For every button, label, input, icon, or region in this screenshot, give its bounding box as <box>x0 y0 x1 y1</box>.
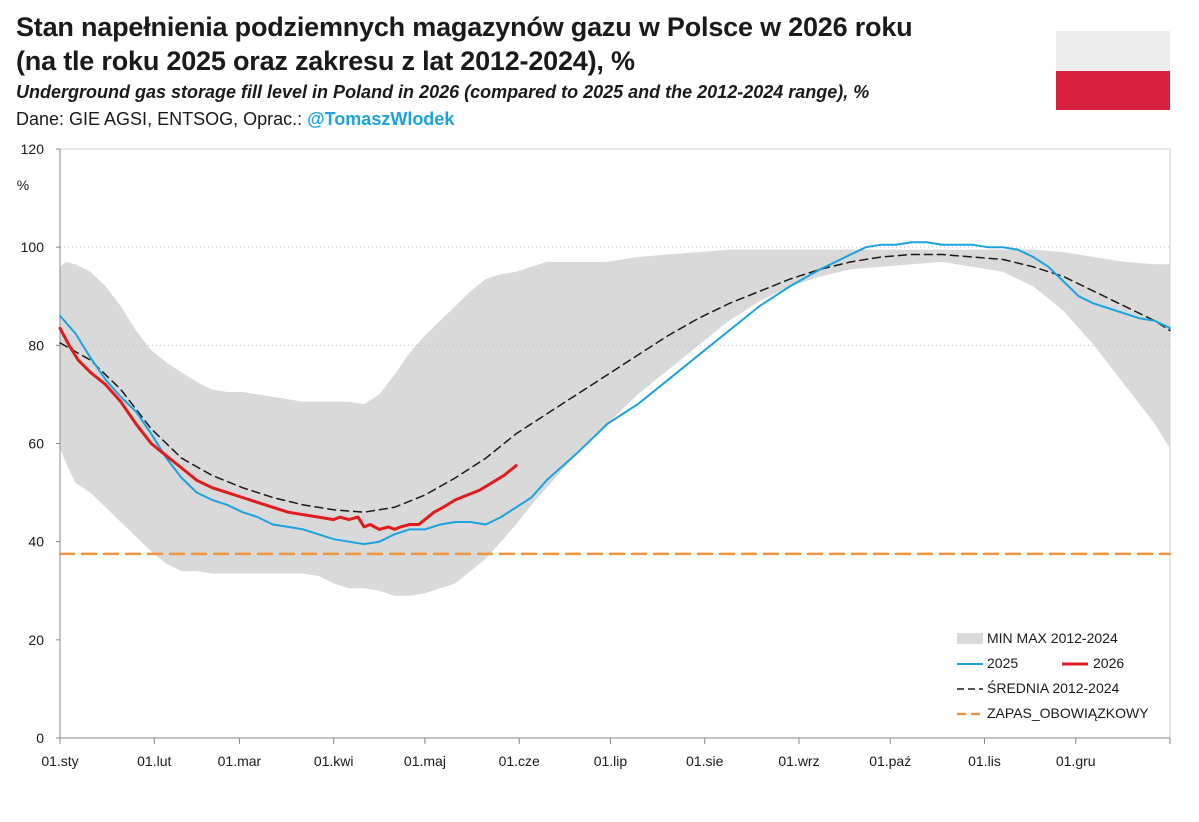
y-axis-unit: % <box>17 177 29 193</box>
x-tick-label: 01.lip <box>594 753 628 769</box>
flag-white-stripe <box>1056 31 1170 71</box>
x-tick-label: 01.sty <box>41 753 78 769</box>
title-line-1: Stan napełnienia podziemnych magazynów g… <box>16 12 913 42</box>
y-tick-label: 100 <box>21 239 45 255</box>
author-handle[interactable]: @TomaszWlodek <box>307 109 455 129</box>
x-tick-label: 01.lut <box>137 753 171 769</box>
x-tick-label: 01.paź <box>869 753 911 769</box>
series-2025-line <box>59 241 1171 546</box>
legend-swatch-band <box>957 633 983 644</box>
legend-item-mandatory: ZAPAS_OBOWIĄZKOWY <box>955 702 1175 727</box>
legend-swatch-2026 <box>1062 662 1088 666</box>
axes-layer <box>56 148 1171 744</box>
source-text: Dane: GIE AGSI, ENTSOG, Oprac.: <box>16 109 308 129</box>
legend: MIN MAX 2012-2024 2025 2026 ŚREDNIA 2012… <box>955 627 1175 727</box>
chart-title: Stan napełnienia podziemnych magazynów g… <box>16 10 913 78</box>
legend-label-2025: 2025 <box>987 655 1019 671</box>
legend-swatch-average <box>957 688 983 690</box>
minmax-band <box>60 249 1170 596</box>
series-2026-line <box>58 326 518 531</box>
x-tick-label: 01.kwi <box>314 753 354 769</box>
chart-subtitle: Underground gas storage fill level in Po… <box>16 82 870 102</box>
poland-flag-icon <box>1056 31 1170 110</box>
title-line-2: (na tle roku 2025 oraz zakresu z lat 201… <box>16 46 635 76</box>
x-tick-label: 01.wrz <box>778 753 819 769</box>
legend-label-average: ŚREDNIA 2012-2024 <box>987 680 1120 696</box>
legend-item-average: ŚREDNIA 2012-2024 <box>955 677 1175 702</box>
y-tick-label: 20 <box>28 632 44 648</box>
x-tick-label: 01.maj <box>404 753 446 769</box>
legend-label-band: MIN MAX 2012-2024 <box>987 630 1118 646</box>
legend-item-band: MIN MAX 2012-2024 <box>955 627 1175 652</box>
y-tick-label: 0 <box>36 730 44 746</box>
legend-swatch-mandatory <box>957 712 983 716</box>
series-average-line <box>59 253 1171 513</box>
band-layer <box>60 249 1170 596</box>
source-line: Dane: GIE AGSI, ENTSOG, Oprac.: @TomaszW… <box>16 109 454 130</box>
legend-item-series: 2025 2026 <box>955 652 1175 677</box>
x-tick-label: 01.sie <box>686 753 724 769</box>
x-tick-label: 01.lis <box>968 753 1001 769</box>
y-tick-label: 40 <box>28 534 44 550</box>
y-tick-label: 80 <box>28 337 44 353</box>
x-tick-label: 01.mar <box>218 753 262 769</box>
y-tick-label: 60 <box>28 436 44 452</box>
flag-red-stripe <box>1056 70 1170 110</box>
legend-label-mandatory: ZAPAS_OBOWIĄZKOWY <box>987 705 1149 721</box>
labels-layer: 0 20 40 60 80 100 120% 01.sty 01.lut 01.mar 01.kwi… <box>17 141 1096 769</box>
series-layer <box>58 241 1172 556</box>
legend-swatch-2025 <box>957 663 983 665</box>
x-tick-label: 01.gru <box>1056 753 1096 769</box>
legend-label-2026: 2026 <box>1093 655 1125 671</box>
x-tick-label: 01.cze <box>499 753 540 769</box>
y-tick-label: 120 <box>21 141 45 157</box>
